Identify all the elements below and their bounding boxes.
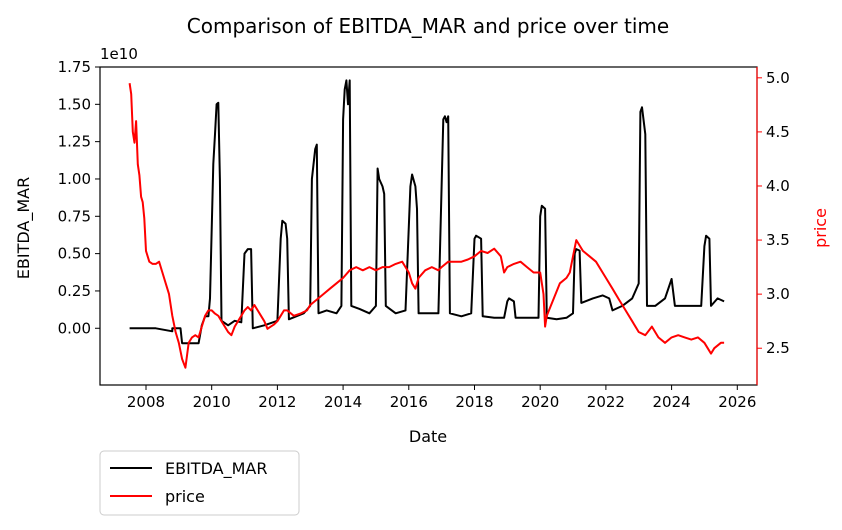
right-y-tick-label: 5.0 (766, 69, 790, 87)
left-y-tick-label: 1.50 (58, 95, 91, 113)
legend: EBITDA_MAR price (99, 450, 300, 516)
left-y-tick-label: 0.75 (58, 207, 91, 225)
x-tick-label: 2010 (193, 393, 231, 411)
right-axis-label: price (811, 208, 830, 248)
x-tick-label: 2008 (127, 393, 165, 411)
x-tick-label: 2012 (258, 393, 296, 411)
right-y-tick-label: 3.0 (766, 285, 790, 303)
x-tick-label: 2026 (718, 393, 756, 411)
left-y-tick-label: 0.25 (58, 282, 91, 300)
x-tick-label: 2016 (390, 393, 428, 411)
plot-area: 2008 2010 2012 2014 2016 2018 2020 2022 2024 2026… (58, 58, 790, 411)
x-tick-label: 2024 (652, 393, 690, 411)
right-y-tick-label: 4.0 (766, 177, 790, 195)
x-axis-label: Date (409, 427, 447, 446)
x-tick-label: 2022 (587, 393, 625, 411)
legend-label-ebitda: EBITDA_MAR (165, 459, 267, 479)
x-tick-label: 2020 (521, 393, 559, 411)
right-y-tick-label: 4.5 (766, 123, 790, 141)
series-line-price (128, 83, 725, 369)
legend-label-price: price (165, 487, 205, 506)
left-y-tick-label: 1.00 (58, 170, 91, 188)
chart-title: Comparison of EBITDA_MAR and price over … (187, 14, 669, 38)
left-y-tick-label: 0.00 (58, 319, 91, 337)
left-axis-multiplier: 1e10 (100, 45, 138, 63)
left-y-tick-label: 1.25 (58, 133, 91, 151)
left-y-tick-label: 1.75 (58, 58, 91, 76)
right-y-tick-label: 2.5 (766, 339, 790, 357)
left-axis-label: EBITDA_MAR (14, 177, 34, 279)
x-tick-label: 2014 (324, 393, 362, 411)
right-y-tick-label: 3.5 (766, 231, 790, 249)
x-tick-label: 2018 (455, 393, 493, 411)
series-line-ebitda-mar (129, 79, 725, 345)
left-y-tick-label: 0.50 (58, 245, 91, 263)
